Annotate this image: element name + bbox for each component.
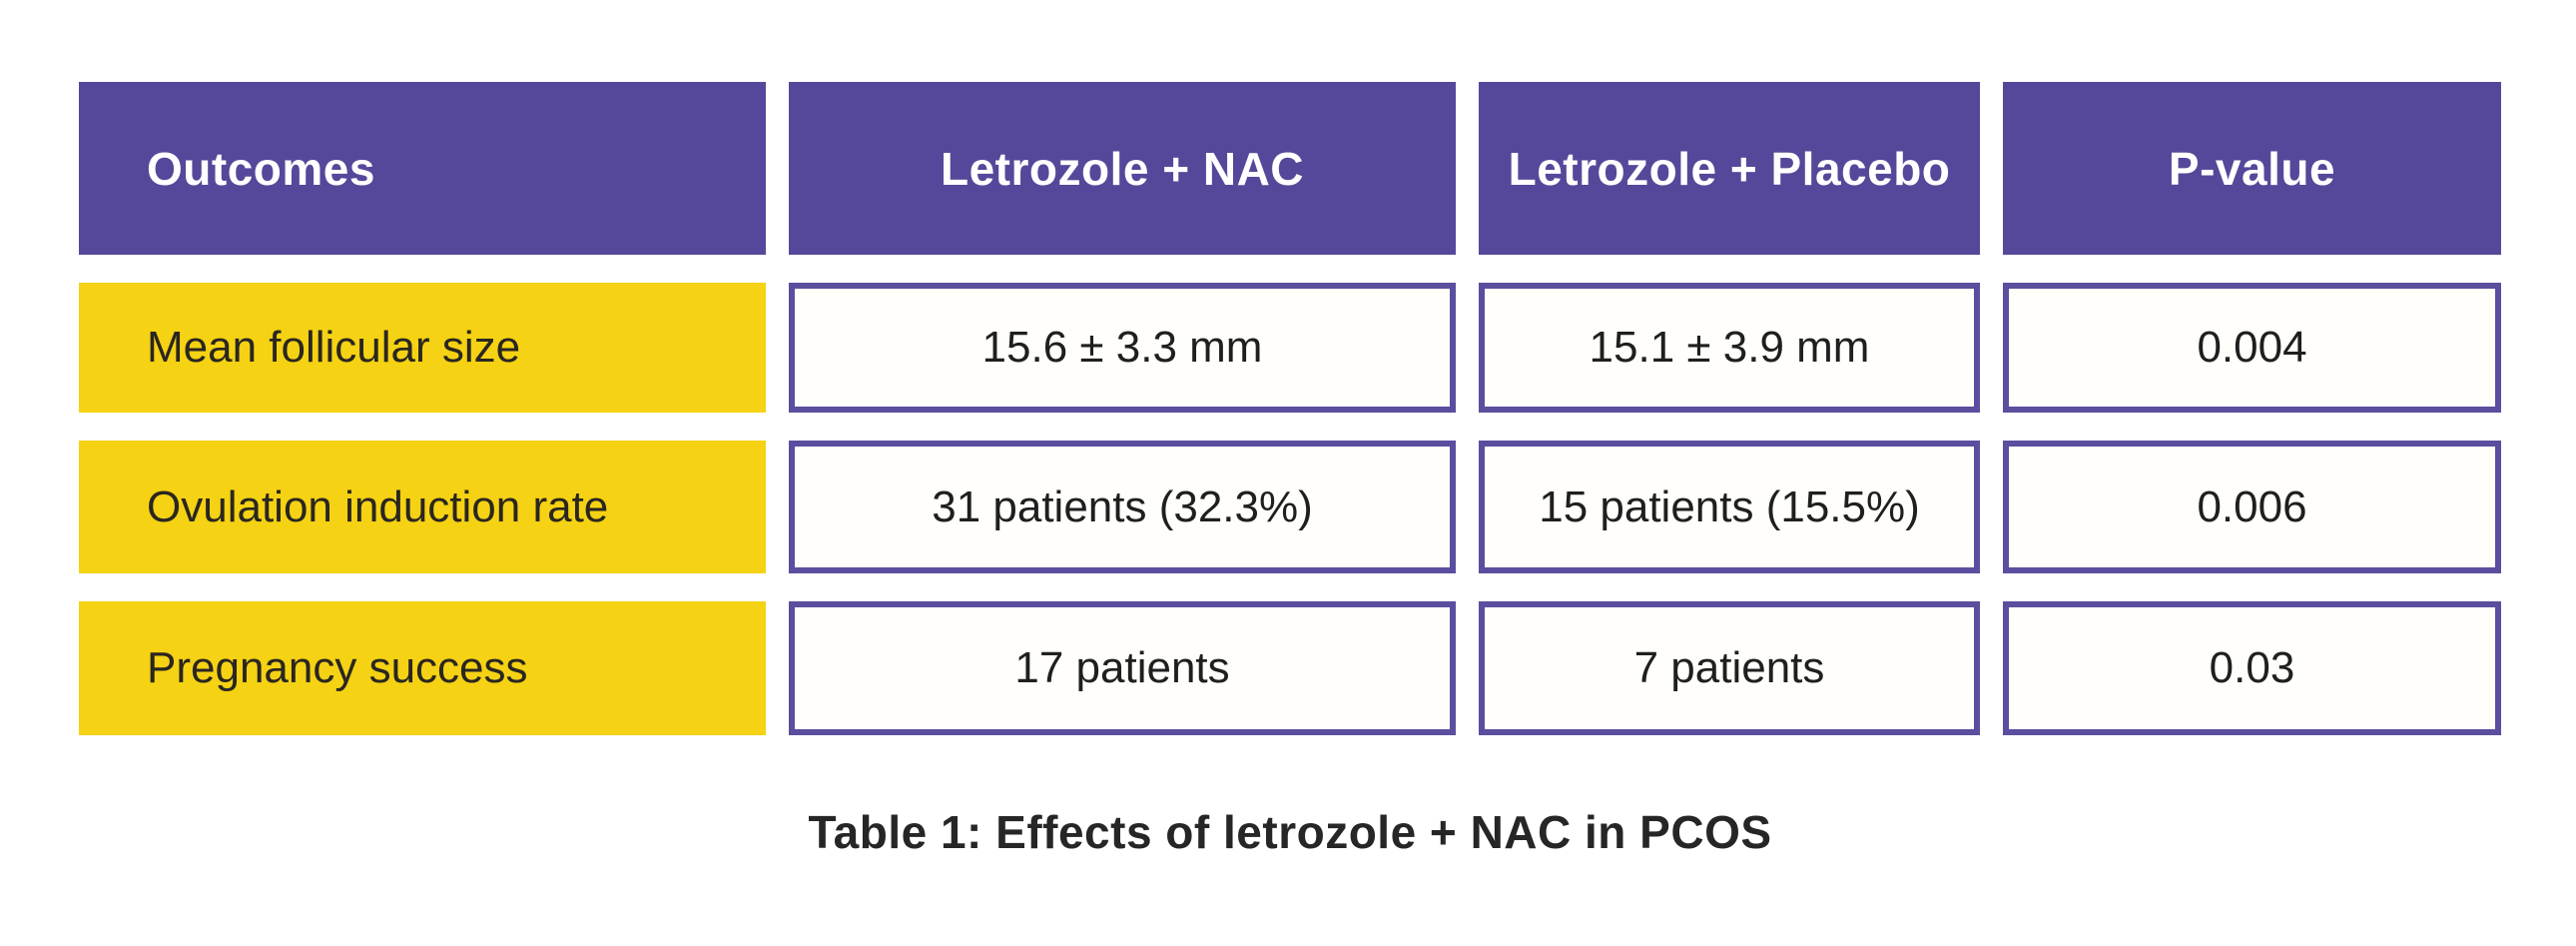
header-label-letrozole-placebo: Letrozole + Placebo (1508, 142, 1951, 195)
data-cell-value: 0.03 (2209, 643, 2295, 692)
header-label-outcomes: Outcomes (147, 142, 375, 195)
data-cell-ovulation-placebo: 15 patients (15.5%) (1479, 441, 1980, 573)
data-cell-follicular-placebo: 15.1 ± 3.9 mm (1479, 283, 1980, 413)
data-cell-pregnancy-nac: 17 patients (789, 601, 1456, 735)
header-cell-letrozole-placebo: Letrozole + Placebo (1479, 82, 1980, 255)
data-cell-follicular-nac: 15.6 ± 3.3 mm (789, 283, 1456, 413)
row-label-pregnancy-success: Pregnancy success (79, 601, 766, 735)
data-cell-value: 15 patients (15.5%) (1539, 481, 1920, 531)
data-cell-value: 15.1 ± 3.9 mm (1589, 323, 1870, 372)
row-label-mean-follicular-size: Mean follicular size (79, 283, 766, 413)
row-label-text: Mean follicular size (147, 323, 521, 372)
results-table-figure: Outcomes Letrozole + NAC Letrozole + Pla… (79, 82, 2501, 735)
row-label-text: Pregnancy success (147, 643, 528, 692)
data-cell-value: 0.006 (2197, 481, 2307, 531)
data-cell-value: 15.6 ± 3.3 mm (981, 323, 1263, 372)
header-label-letrozole-nac: Letrozole + NAC (940, 142, 1305, 195)
header-cell-letrozole-nac: Letrozole + NAC (789, 82, 1456, 255)
data-cell-value: 31 patients (32.3%) (932, 481, 1313, 531)
header-label-p-value: P-value (2168, 142, 2336, 195)
data-cell-pregnancy-placebo: 7 patients (1479, 601, 1980, 735)
data-cell-value: 17 patients (1014, 643, 1230, 692)
results-table: Outcomes Letrozole + NAC Letrozole + Pla… (79, 82, 2501, 735)
header-cell-outcomes: Outcomes (79, 82, 766, 255)
data-cell-follicular-pvalue: 0.004 (2003, 283, 2501, 413)
row-label-ovulation-induction-rate: Ovulation induction rate (79, 441, 766, 573)
data-cell-value: 0.004 (2197, 323, 2307, 372)
data-cell-pregnancy-pvalue: 0.03 (2003, 601, 2501, 735)
header-cell-p-value: P-value (2003, 82, 2501, 255)
data-cell-ovulation-pvalue: 0.006 (2003, 441, 2501, 573)
row-label-text: Ovulation induction rate (147, 481, 609, 531)
data-cell-ovulation-nac: 31 patients (32.3%) (789, 441, 1456, 573)
table-caption: Table 1: Effects of letrozole + NAC in P… (808, 806, 1772, 858)
data-cell-value: 7 patients (1633, 643, 1825, 692)
